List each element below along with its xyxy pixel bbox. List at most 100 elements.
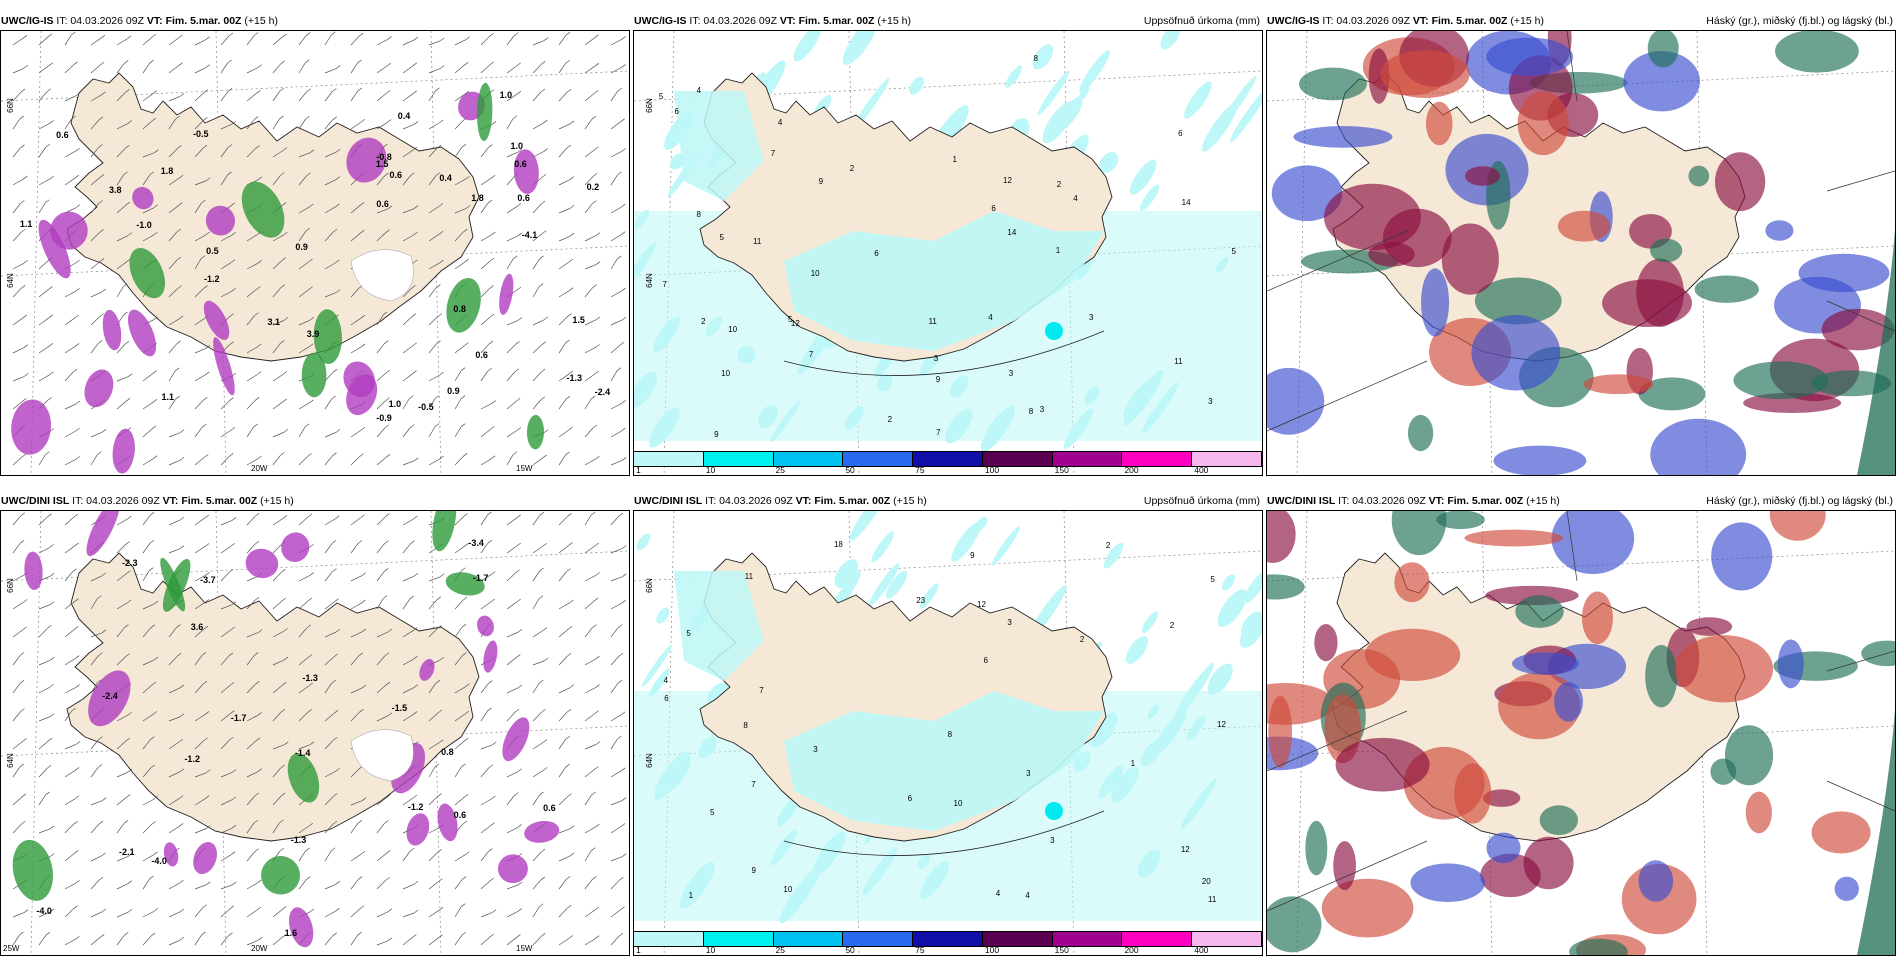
map-temperature: 3.9 1.5 3.8 0.6 0.6 0.6 -0.9 0.4 -0.5 0.5 -1.2 -4.1…: [0, 30, 630, 476]
map-precipitation: 5 3 6 7 12 11 10 9 8 14 11 2 3 6 4 3 2 1 7 6 5 4 9 11 10 14 8 5 7 3 2 1…: [633, 30, 1263, 476]
value-label: 6: [1178, 128, 1183, 138]
valid-time: Fim. 5.mar. 00Z: [1447, 495, 1524, 507]
init-time: IT: 04.03.2026 09Z: [689, 15, 777, 27]
value-label: 2: [1169, 621, 1175, 631]
value-label: 5: [788, 315, 793, 325]
value-label: 9: [751, 866, 756, 876]
vt-prefix: VT:: [146, 15, 163, 27]
valid-time: Fim. 5.mar. 00Z: [1431, 15, 1508, 27]
value-label: 0.6: [517, 192, 530, 203]
value-label: 10: [721, 369, 731, 379]
model-label: UWC/DINI ISL: [1, 495, 70, 507]
value-label: 3: [813, 745, 818, 755]
legend-tick: 10: [705, 465, 716, 475]
vt-prefix: VT:: [1412, 15, 1429, 27]
value-label: 6: [991, 204, 996, 214]
init-time: IT: 04.03.2026 09Z: [56, 15, 144, 27]
model-label: UWC/IG-IS: [1, 15, 54, 27]
value-label: 6: [674, 106, 679, 116]
value-label: 3.6: [190, 622, 204, 633]
value-label: 5: [1231, 247, 1236, 257]
value-label: -2.4: [594, 387, 611, 398]
value-label: 8: [1028, 406, 1034, 416]
panel-igis-precipitation: UWC/IG-IS IT: 04.03.2026 09Z VT: Fim. 5.…: [633, 12, 1263, 476]
value-label: -4.0: [151, 856, 167, 867]
axis-label: 15W: [516, 464, 533, 473]
map-cloud: [1266, 30, 1896, 476]
value-label: 2: [701, 317, 706, 327]
value-label: 4: [988, 312, 993, 322]
value-label: 0.6: [376, 198, 389, 209]
value-label: -1.2: [407, 802, 424, 813]
value-label: 4: [1025, 891, 1030, 901]
value-label: 2: [1056, 179, 1062, 189]
value-label: 14: [1181, 197, 1191, 207]
value-label: 0.8: [453, 304, 466, 315]
legend-ticks: 1 10 25 50 75 100 150 200 400: [634, 465, 1262, 475]
legend-swatch: [982, 452, 1053, 466]
legend-swatch: [1122, 452, 1193, 466]
value-label: 23: [916, 596, 926, 606]
axis-label: 66N: [5, 98, 15, 113]
axis-label: 20W: [251, 944, 268, 953]
vt-prefix: VT:: [779, 15, 796, 27]
vt-prefix: VT:: [1428, 495, 1445, 507]
value-label: 7: [759, 685, 764, 695]
value-label: 0.4: [397, 110, 411, 121]
legend-swatch: [843, 452, 914, 466]
model-label: UWC/IG-IS: [1267, 15, 1320, 27]
value-label: 0.6: [543, 802, 556, 813]
legend-swatch: [773, 932, 844, 946]
legend-swatch: [773, 452, 844, 466]
value-label: 0.6: [514, 158, 527, 169]
value-label: 5: [719, 233, 724, 243]
value-label: 1: [1130, 758, 1136, 768]
value-label: 8: [947, 729, 953, 739]
value-label: 9: [935, 375, 941, 385]
value-label: -0.9: [376, 412, 392, 423]
legend-tick: 1: [636, 465, 641, 475]
axis-label: 66N: [5, 578, 15, 593]
legend-swatch: [982, 932, 1053, 946]
map-canvas: [1, 511, 629, 955]
panel-igis-temperature: UWC/IG-IS IT: 04.03.2026 09Z VT: Fim. 5.…: [0, 12, 630, 476]
value-label: 1: [688, 890, 694, 900]
value-label: 3: [1039, 404, 1045, 414]
value-label: 0.2: [586, 182, 600, 193]
value-label: 12: [1003, 176, 1012, 186]
boundary-lines: [1267, 511, 1895, 912]
value-label: 10: [953, 798, 963, 808]
value-label: 0.5: [206, 246, 219, 257]
value-label: 1.0: [388, 399, 402, 410]
panel-dini-cloud: UWC/DINI ISL IT: 04.03.2026 09Z VT: Fim.…: [1266, 492, 1896, 956]
legend-tick: 10: [705, 945, 716, 955]
value-label: 11: [1208, 894, 1217, 904]
value-label: -0.5: [192, 128, 209, 139]
value-label: 7: [808, 350, 814, 360]
value-label: 7: [751, 780, 756, 790]
value-label: 3.8: [109, 185, 122, 195]
value-label: -3.4: [468, 538, 484, 549]
value-label: 11: [752, 236, 762, 246]
value-label: -0.8: [376, 151, 392, 162]
value-label: -1.3: [290, 834, 307, 845]
value-label: 3.1: [267, 316, 281, 327]
value-label: 12: [1217, 719, 1226, 729]
value-label: 4: [1073, 193, 1078, 203]
valid-time: Fim. 5.mar. 00Z: [814, 495, 891, 507]
value-label: 6: [907, 793, 913, 803]
value-label: 6: [664, 693, 669, 703]
value-label: 8: [696, 210, 701, 220]
panel-header: UWC/DINI ISL IT: 04.03.2026 09Z VT: Fim.…: [0, 492, 630, 510]
map-canvas: [634, 511, 1262, 955]
value-label: 0.6: [475, 350, 488, 361]
value-label: 5: [709, 808, 715, 818]
value-label: 0.6: [56, 130, 69, 141]
legend-swatch: [1052, 452, 1123, 466]
value-label: 11: [928, 317, 937, 327]
legend-swatch: [1192, 932, 1262, 946]
value-label: 1.5: [375, 159, 389, 170]
value-label: 4: [995, 888, 1001, 898]
init-time: IT: 04.03.2026 09Z: [72, 495, 160, 507]
axis-label: 64N: [5, 273, 15, 288]
